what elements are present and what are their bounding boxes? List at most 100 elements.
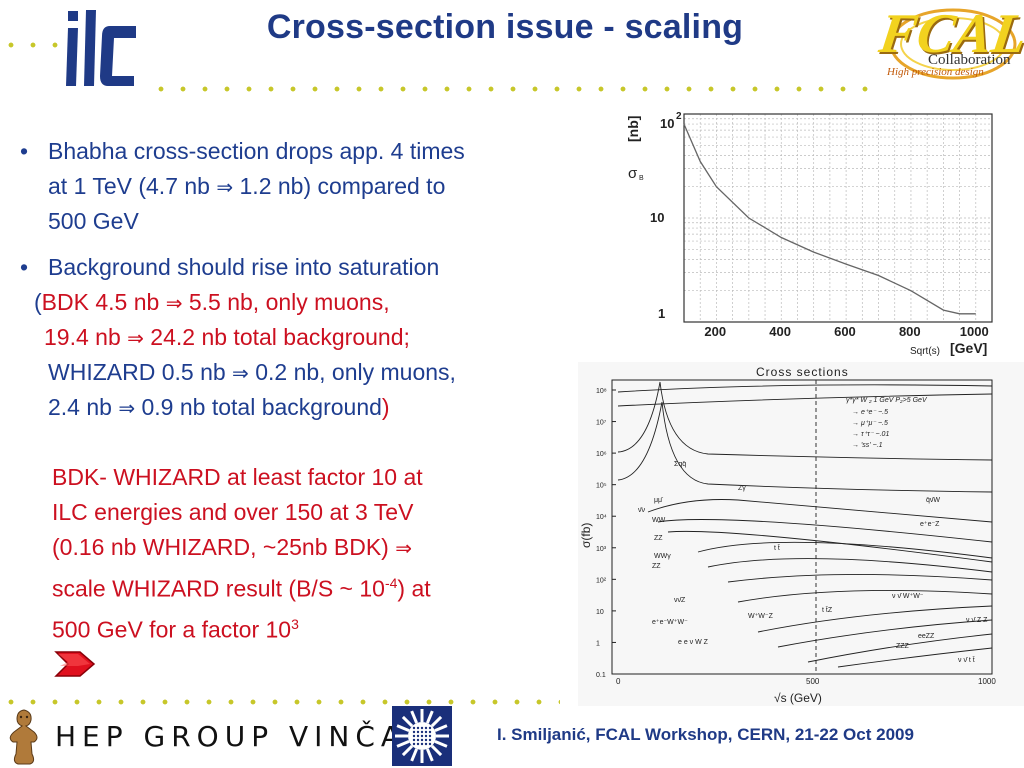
implies-arrow-icon: ⇒ (216, 175, 234, 199)
bottom-dots (0, 699, 560, 705)
curve-label: WW (652, 517, 666, 524)
x-tick-label: 1000 (978, 677, 996, 686)
cross-section-curve (737, 589, 993, 603)
top-dots-left (0, 42, 60, 48)
cross-section-curve (807, 633, 993, 663)
sun-dot (420, 734, 424, 738)
conclusion-line: ILC energies and over 150 at 3 TeV (52, 499, 414, 525)
bhabha-series-line (683, 123, 976, 315)
sun-ray (410, 710, 419, 724)
y-axis-label: [nb] (625, 116, 641, 142)
fcal-tagline: High precision design (887, 66, 984, 78)
sun-dot (412, 738, 416, 742)
y-axis-label: σ(fb) (579, 523, 593, 548)
legend-entry: → e⁺e⁻ ~.5 (852, 409, 888, 416)
y-tick-label: 10 (596, 609, 604, 616)
x-tick-label: 1000 (960, 324, 989, 339)
x-tick-label: 200 (704, 324, 726, 339)
cross-section-curve (667, 530, 993, 563)
background-cross-sections-chart: Cross sections 10⁸10⁷10⁶10⁵10⁴10³10²1010… (578, 362, 1024, 706)
y-tick-label: 10⁴ (596, 514, 607, 521)
x-tick-label: 500 (806, 677, 820, 686)
y-axis-subscript: B (639, 175, 644, 182)
slide-title: Cross-section issue - scaling (266, 8, 744, 46)
implies-arrow-icon: ⇒ (118, 396, 136, 420)
curve-label: ν ν̄ t t̄ (958, 656, 975, 664)
next-arrow-button[interactable] (54, 648, 96, 680)
sun-ray (434, 724, 448, 733)
sun-ray (401, 715, 414, 728)
sun-dot (416, 726, 420, 730)
cross-section-curve (617, 381, 993, 461)
cross-section-curve (707, 558, 993, 573)
sun-ray (425, 748, 434, 762)
x-tick-labels: 200 400 600 800 1000 (704, 324, 988, 339)
bhabha-cross-section-chart: 200 400 600 800 1000 10 2 10 1 [nb] σ B Sqrt… (625, 111, 993, 357)
y-tick-label: 10 (660, 116, 674, 131)
ilc-logo: ilc (66, 10, 136, 86)
bullet-dot: • (20, 254, 29, 280)
x-tick-label: 800 (899, 324, 921, 339)
legend-entry: → τ⁺τ⁻ ~.01 (852, 431, 889, 438)
sun-dot (412, 726, 416, 730)
fcal-collaboration-text: Collaboration (928, 52, 1011, 68)
curve-label: Σqq̄ (674, 461, 686, 468)
curve-label: Zγ (738, 485, 746, 492)
curve-label: q̄ν̄W (926, 497, 940, 504)
conclusion-line: (0.16 nb WHIZARD, ~25nb BDK) ⇒ (52, 534, 412, 560)
curve-label: μμ̄ (654, 497, 663, 504)
sun-dot (420, 726, 424, 730)
bdk-total-line: 19.4 nb ⇒ 24.2 nb total background; (44, 324, 410, 350)
conclusion-line: scale WHIZARD result (B/S ~ 10-4) at (52, 575, 431, 602)
sun-dot (428, 734, 432, 738)
sun-dot (416, 742, 420, 746)
x-axis-unit: [GeV] (950, 340, 987, 356)
curve-label: eeZZ (918, 633, 935, 640)
legend-entry: → μ⁺μ⁻ ~.5 (852, 420, 888, 427)
fcal-logo (889, 8, 1017, 80)
conclusion-line: 500 GeV for a factor 103 (52, 615, 299, 643)
sun-ray (430, 744, 443, 757)
sun-dot (428, 742, 432, 746)
x-tick-label: 0 (616, 677, 621, 686)
conclusion-text: BDK- WHIZARD at least factor 10 at ILC e… (52, 460, 532, 647)
bullet-line: at 1 TeV (4.7 nb ⇒ 1.2 nb) compared to (48, 173, 446, 199)
bullet-line: Bhabha cross-section drops app. 4 times (48, 138, 465, 164)
plot-frame (611, 379, 993, 675)
sun-ray (410, 748, 419, 762)
curve-label: ZZZ (896, 643, 910, 650)
legend-header: γ*γ* W ₂ 1 GeV P₂>5 GeV (846, 397, 928, 404)
y-tick-label: 10⁷ (596, 420, 607, 427)
bdk-muons-line: (BDK 4.5 nb ⇒ 5.5 nb, only muons, (34, 289, 390, 315)
sun-dot (424, 726, 428, 730)
cross-section-curves (617, 381, 993, 668)
y-tick-label: 10⁸ (596, 388, 607, 395)
sun-dot (412, 742, 416, 746)
vinca-institute-logo (392, 706, 452, 766)
sun-dot (428, 730, 432, 734)
curve-label: W⁺W⁻Z (748, 613, 774, 620)
cross-section-curve (657, 519, 993, 543)
cross-section-curve (727, 574, 993, 583)
sun-dot (424, 730, 428, 734)
sun-dot (424, 742, 428, 746)
top-dots (150, 86, 880, 92)
sun-ray (396, 724, 410, 733)
sun-dot (416, 730, 420, 734)
y-tick-label: 10 (650, 210, 664, 225)
curve-label: t t̄ (774, 544, 780, 552)
cross-section-curve (837, 647, 993, 668)
legend: → e⁺e⁻ ~.5 → μ⁺μ⁻ ~.5 → τ⁺τ⁻ ~.01 → 'ss' ~.… (852, 409, 889, 449)
y-tick-label: 1 (596, 640, 600, 647)
y-tick-label: 1 (658, 306, 665, 321)
sun-dot (424, 734, 428, 738)
figurine-logo (9, 709, 38, 765)
cross-section-curve (617, 384, 993, 393)
x-tick-label: 400 (769, 324, 791, 339)
footer-credit: I. Smiljanić, FCAL Workshop, CERN, 21-22… (497, 725, 914, 744)
curve-label: WWγ (654, 553, 671, 560)
y-tick-label: 0.1 (596, 672, 606, 679)
cross-section-curve (757, 605, 993, 633)
sun-dot (412, 734, 416, 738)
bullet-line: Background should rise into saturation (48, 254, 440, 280)
